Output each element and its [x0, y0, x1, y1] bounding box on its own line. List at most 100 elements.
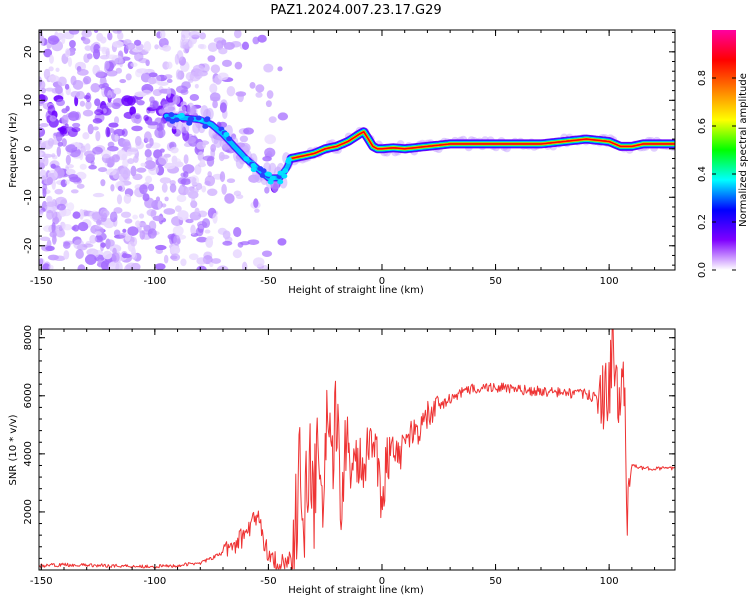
spectrogram-noise-blob — [48, 66, 54, 72]
spectrogram-noise-blob — [194, 207, 200, 216]
spectrogram-noise-blob — [174, 205, 182, 213]
spectrogram-x-tick-label: -150 — [30, 276, 53, 287]
spectrogram-noise-blob — [121, 253, 132, 259]
spectrogram-noise-blob — [107, 158, 115, 167]
spectrogram-noise-blob — [169, 245, 181, 255]
spectrogram-noise-blob — [158, 155, 168, 165]
spectrogram-y-tick-label: 20 — [23, 45, 34, 58]
spectrogram-y-tick-label: -10 — [23, 189, 34, 205]
spectrogram-noise-blob — [212, 100, 218, 109]
spectrogram-noise-blob — [257, 34, 267, 43]
spectrogram-noise-blob — [262, 156, 272, 162]
spectrogram-noise-blob — [166, 86, 172, 98]
spectrogram-ridge-blob — [282, 168, 289, 174]
spectrogram-noise-blob — [90, 83, 101, 93]
spectrogram-noise-blob — [277, 112, 289, 121]
spectrogram-noise-blob — [265, 100, 272, 108]
spectrogram-noise-blob — [172, 225, 184, 236]
spectrogram-noise-blob — [104, 60, 110, 70]
spectrogram-noise-blob — [70, 90, 81, 98]
spectrogram-noise-blob — [127, 147, 139, 152]
spectrogram-noise-blob — [268, 116, 277, 124]
spectrogram-noise-blob — [48, 264, 54, 270]
spectrogram-noise-blob — [115, 261, 123, 270]
spectrogram-noise-blob — [63, 250, 70, 260]
spectrogram-noise-blob — [175, 69, 181, 80]
spectrogram-ridge-blob — [243, 156, 250, 162]
spectrogram-noise-blob — [124, 264, 133, 270]
spectrogram-noise-blob — [139, 222, 147, 227]
spectrogram-noise-blob — [72, 79, 84, 90]
spectrogram-noise-blob — [82, 109, 94, 117]
spectrogram-noise-blob — [41, 87, 47, 94]
spectrogram-noise-blob — [204, 175, 216, 187]
spectrogram-noise-blob — [213, 37, 226, 44]
spectrogram-noise-blob — [196, 257, 207, 265]
spectrogram-noise-blob — [171, 155, 178, 165]
spectrogram-ridge-blob — [281, 173, 288, 179]
spectrogram-noise-blob — [146, 121, 159, 126]
colorbar-tick-label: 0.0 — [697, 262, 708, 278]
spectrogram-noise-blob — [209, 83, 218, 94]
spectrogram-noise-blob — [64, 83, 70, 90]
spectrogram-noise-blob — [255, 92, 263, 98]
spectrogram-noise-blob — [107, 89, 113, 99]
spectrogram-ridge-blob — [188, 116, 195, 122]
spectrogram-noise-blob — [107, 32, 113, 41]
colorbar-ticks: 0.0 0.2 0.4 0.6 0.8 — [697, 70, 736, 278]
snr-y-ticks: 2000 4000 6000 8000 — [23, 325, 675, 571]
spectrogram-noise-blob — [222, 59, 232, 67]
spectrogram-x-tick-label: 100 — [600, 276, 619, 287]
snr-x-ticks: -150 -100 -50 0 50 100 — [30, 329, 656, 587]
spectrogram-y-tick-label: 10 — [23, 94, 34, 107]
spectrogram-noise-blob — [43, 155, 49, 167]
spectrogram-noise-blob — [65, 144, 78, 153]
spectrogram-noise-blob — [161, 183, 168, 193]
spectrogram-noise-blob — [176, 194, 187, 203]
spectrogram-noise-blob — [183, 154, 189, 165]
spectrogram-noise-blob — [113, 116, 120, 125]
spectrogram-ridge-blob — [168, 112, 175, 118]
spectrogram-noise-blob — [69, 39, 76, 48]
spectrogram-noise-blob — [261, 250, 273, 257]
spectrogram-noise-blob — [77, 264, 86, 270]
spectrogram-noise-blob — [133, 155, 139, 163]
spectrogram-noise-blob — [201, 185, 207, 193]
spectrogram-noise-blob — [199, 32, 207, 40]
spectrogram-noise-blob — [91, 211, 103, 221]
spectrogram-noise-blob — [45, 87, 55, 92]
spectrogram-noise-blob — [202, 155, 215, 162]
snr-x-tick-label: 100 — [600, 576, 619, 587]
spectrogram-noise-blob — [81, 30, 92, 38]
spectrogram-noise-blob — [253, 198, 259, 208]
spectrogram-noise-blob — [100, 149, 112, 159]
spectrogram-noise-blob — [207, 55, 216, 63]
spectrogram-noise-blob — [82, 132, 90, 140]
spectrogram-noise-blob — [106, 101, 114, 108]
spectrogram-noise-blob — [249, 82, 256, 89]
spectrogram-noise-blob — [112, 40, 124, 48]
snr-y-tick-label: 8000 — [23, 325, 34, 350]
spectrogram-noise-blob — [89, 234, 97, 244]
spectrogram-noise-blob — [243, 127, 254, 135]
spectrogram-noise-blob — [130, 62, 138, 68]
spectrogram-noise-blob — [136, 167, 147, 173]
colorbar-label: Normalized spectral amplitude — [738, 73, 749, 227]
spectrogram-noise-blob — [169, 183, 177, 193]
spectrogram-noise-blob — [40, 35, 45, 46]
spectrogram-noise-blob — [109, 211, 118, 223]
spectrogram-noise-blob — [100, 242, 106, 248]
spectrogram-x-tick-label: -50 — [260, 276, 276, 287]
spectrogram-noise-blob — [188, 39, 194, 48]
spectrogram-noise-blob — [132, 214, 139, 220]
spectrogram-noise-blob — [223, 42, 235, 50]
spectrogram-noise-blob — [111, 252, 120, 263]
colorbar-tick-label: 0.8 — [697, 70, 708, 86]
spectrogram-noise-blob — [177, 177, 187, 185]
spectrogram-noise-blob — [79, 100, 86, 107]
spectrogram-noise-blob — [210, 144, 217, 153]
spectrogram-noise-blob — [64, 48, 71, 58]
spectrogram-noise-blob — [98, 46, 110, 52]
spectrogram-noise-blob — [39, 122, 49, 128]
spectrogram-noise-blob — [138, 213, 145, 219]
